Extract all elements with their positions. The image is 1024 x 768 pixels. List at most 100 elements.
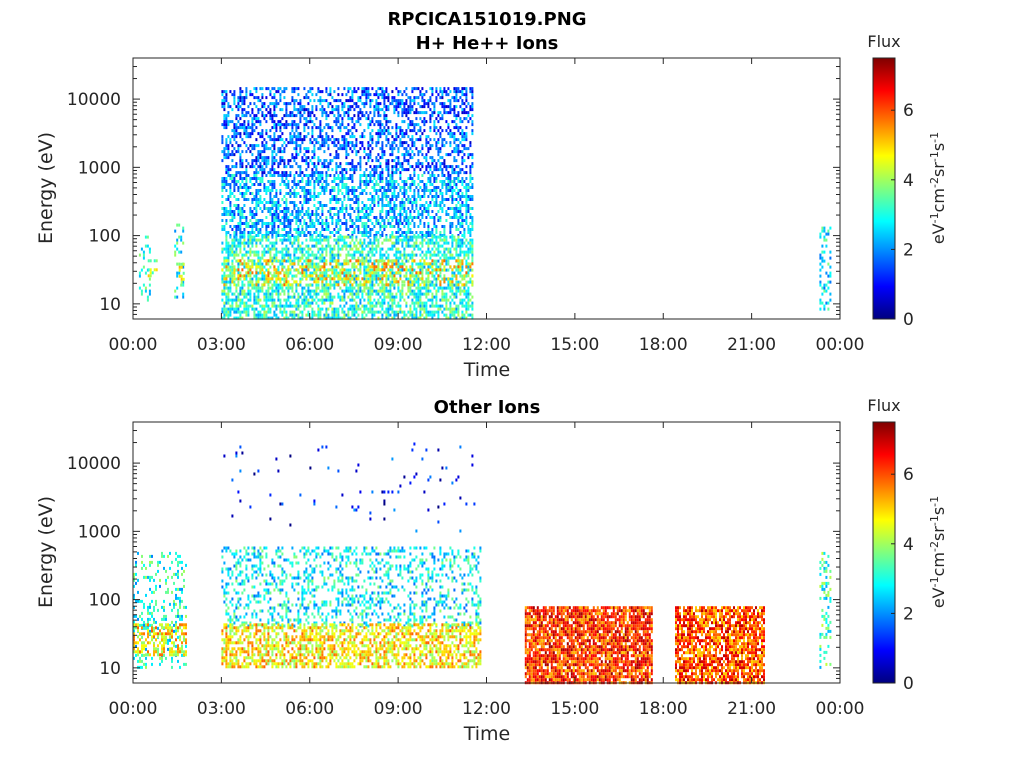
flux-cell: [263, 207, 265, 210]
flux-cell: [361, 201, 363, 204]
flux-cell: [353, 135, 355, 138]
flux-cell: [343, 299, 345, 302]
flux-cell: [249, 284, 251, 287]
flux-cell: [407, 269, 409, 272]
flux-cell: [435, 90, 437, 93]
flux-cell: [273, 123, 275, 126]
flux-cell: [349, 168, 351, 171]
flux-cell: [459, 231, 461, 234]
flux-cell: [279, 147, 281, 150]
flux-cell: [285, 126, 287, 129]
flux-cell: [297, 180, 299, 183]
flux-cell: [227, 257, 229, 260]
flux-cell: [385, 183, 387, 186]
flux-cell: [275, 248, 277, 251]
flux-cell: [397, 192, 399, 195]
flux-cell: [291, 153, 293, 156]
flux-cell: [353, 144, 355, 147]
flux-cell: [319, 278, 321, 281]
flux-cell: [365, 99, 367, 102]
flux-cell: [241, 216, 243, 219]
flux-cell: [263, 275, 265, 278]
flux-cell: [339, 144, 341, 147]
flux-cell: [243, 204, 245, 207]
flux-cell: [221, 263, 223, 266]
flux-cell: [411, 311, 413, 314]
flux-cell: [325, 165, 327, 168]
flux-cell: [307, 189, 309, 192]
flux-cell: [373, 201, 375, 204]
flux-cell: [327, 102, 329, 105]
flux-cell: [269, 287, 271, 290]
flux-cell: [411, 254, 413, 257]
flux-cell: [367, 299, 369, 302]
flux-cell: [259, 299, 261, 302]
flux-cell: [421, 239, 423, 242]
flux-cell: [453, 96, 455, 99]
flux-cell: [417, 159, 419, 162]
flux-cell: [387, 293, 389, 296]
flux-cell: [339, 263, 341, 266]
flux-cell: [357, 87, 359, 90]
flux-cell: [307, 231, 309, 234]
flux-cell: [275, 159, 277, 162]
flux-cell: [351, 308, 353, 311]
flux-cell: [293, 135, 295, 138]
flux-cell: [243, 302, 245, 305]
flux-cell: [451, 180, 453, 183]
flux-cell: [377, 174, 379, 177]
flux-cell: [453, 147, 455, 150]
flux-cell: [401, 231, 403, 234]
flux-cell: [339, 114, 341, 117]
flux-cell: [399, 299, 401, 302]
flux-cell: [461, 93, 463, 96]
flux-cell: [269, 207, 271, 210]
flux-cell: [181, 281, 183, 284]
flux-cell: [441, 207, 443, 210]
flux-cell: [299, 219, 301, 222]
flux-cell: [299, 257, 301, 260]
flux-cell: [345, 207, 347, 210]
flux-cell: [299, 251, 301, 254]
flux-cell: [365, 308, 367, 311]
flux-cell: [241, 236, 243, 239]
flux-cell: [307, 156, 309, 159]
flux-cell: [227, 213, 229, 216]
flux-cell: [383, 150, 385, 153]
flux-cell: [421, 195, 423, 198]
flux-cell: [309, 111, 311, 114]
flux-cell: [309, 290, 311, 293]
flux-cell: [363, 114, 365, 117]
flux-cell: [339, 299, 341, 302]
flux-cell: [233, 213, 235, 216]
flux-cell: [255, 162, 257, 165]
flux-cell: [465, 189, 467, 192]
flux-cell: [152, 271, 154, 274]
flux-cell: [467, 189, 469, 192]
flux-cell: [269, 108, 271, 111]
flux-cell: [353, 102, 355, 105]
flux-cell: [463, 204, 465, 207]
flux-cell: [445, 189, 447, 192]
flux-cell: [249, 272, 251, 275]
flux-cell: [273, 284, 275, 287]
flux-cell: [239, 186, 241, 189]
flux-cell: [313, 293, 315, 296]
flux-cell: [253, 165, 255, 168]
flux-cell: [225, 263, 227, 266]
flux-cell: [351, 162, 353, 165]
flux-cell: [245, 159, 247, 162]
flux-cell: [271, 302, 273, 305]
flux-cell: [405, 189, 407, 192]
flux-cell: [269, 293, 271, 296]
flux-cell: [317, 234, 319, 237]
flux-cell: [321, 111, 323, 114]
flux-cell: [389, 153, 391, 156]
flux-cell: [415, 275, 417, 278]
flux-cell: [311, 162, 313, 165]
flux-cell: [367, 93, 369, 96]
flux-cell: [239, 96, 241, 99]
flux-cell: [381, 290, 383, 293]
flux-cell: [423, 207, 425, 210]
flux-cell: [279, 263, 281, 266]
